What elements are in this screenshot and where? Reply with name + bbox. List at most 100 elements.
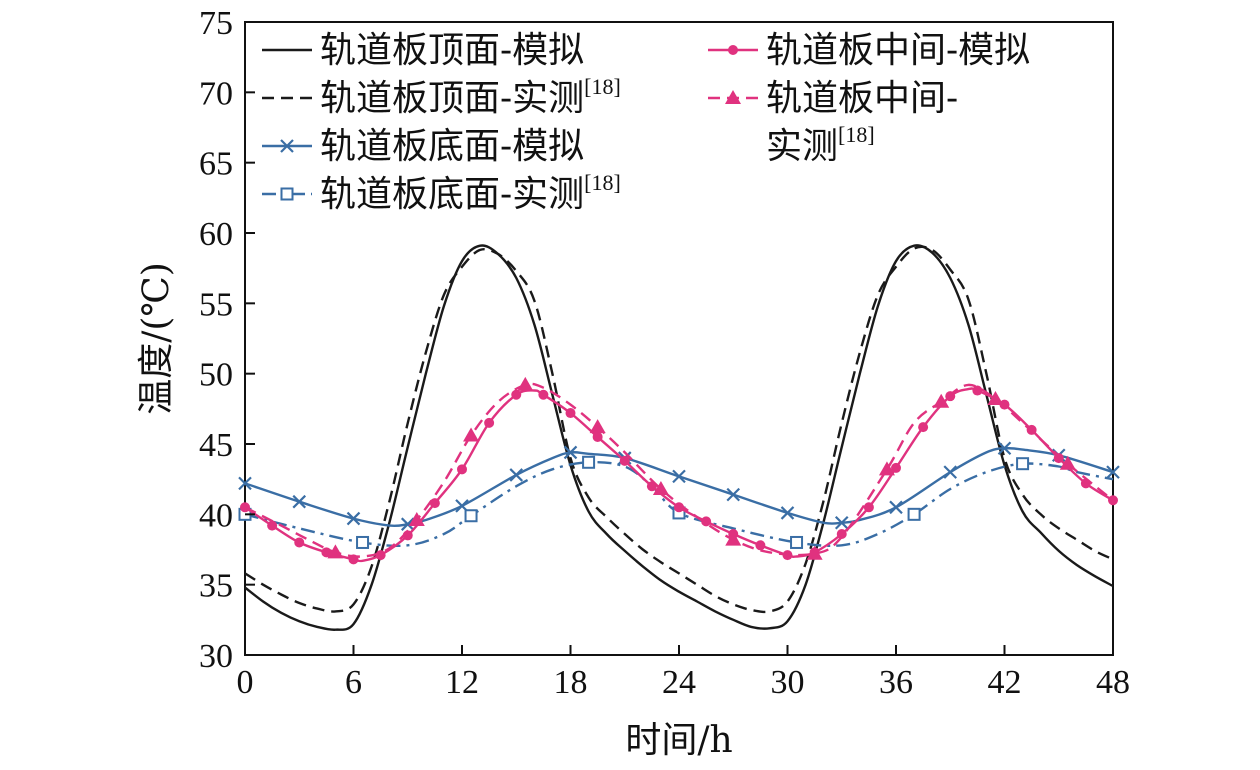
data-point xyxy=(726,487,741,502)
data-point xyxy=(1059,455,1076,470)
data-point xyxy=(701,516,712,527)
y-axis-ticks: 30 35 40 45 50 55 60 65 70 75 xyxy=(199,5,255,675)
series-2 xyxy=(244,245,1114,614)
data-point xyxy=(834,515,849,530)
y-tick-label: 35 xyxy=(199,568,233,605)
data-point xyxy=(725,531,742,546)
data-point xyxy=(790,535,804,549)
data-point xyxy=(889,500,903,515)
legend-entry: 轨道板中间-模拟 xyxy=(708,30,1030,71)
legend-label: 轨道板顶面-模拟 xyxy=(320,30,584,71)
data-point xyxy=(933,393,950,408)
x-tick-label: 36 xyxy=(879,664,913,701)
data-point xyxy=(943,465,958,479)
legend-ref: [18] xyxy=(584,74,621,99)
data-point xyxy=(327,544,344,559)
legend-entry: 轨道板顶面-模拟 xyxy=(262,30,584,71)
y-tick-label: 45 xyxy=(199,427,233,464)
series-line xyxy=(244,245,1114,614)
series-line xyxy=(244,244,1114,631)
legend-label: 轨道板中间- xyxy=(766,78,958,119)
data-point xyxy=(429,498,440,509)
y-tick-label: 65 xyxy=(199,146,233,183)
legend-marker xyxy=(280,187,294,201)
y-tick-label: 50 xyxy=(199,357,233,394)
data-point xyxy=(652,481,669,496)
legend-entry: 轨道板底面-实测[18] xyxy=(262,170,621,215)
y-tick-label: 40 xyxy=(199,497,233,534)
legend-ref: [18] xyxy=(838,122,875,147)
legend-label: 轨道板中间-模拟 xyxy=(766,30,1030,71)
y-tick-label: 30 xyxy=(199,638,233,675)
series-3 xyxy=(238,441,1120,531)
data-point xyxy=(563,445,578,460)
data-point xyxy=(511,389,522,400)
data-point xyxy=(582,455,596,469)
data-point xyxy=(346,511,361,526)
data-point xyxy=(538,389,549,400)
x-tick-label: 0 xyxy=(237,664,254,701)
data-point xyxy=(987,390,1004,405)
series-6 xyxy=(244,376,1114,560)
data-point xyxy=(238,476,252,491)
y-tick-label: 60 xyxy=(199,216,233,253)
legend-label-cont: 实测[18] xyxy=(766,122,875,167)
data-point xyxy=(292,494,307,509)
data-point xyxy=(408,511,425,526)
data-point xyxy=(457,464,467,475)
y-tick-label: 70 xyxy=(199,75,233,112)
data-point xyxy=(755,540,766,551)
data-point xyxy=(997,441,1012,455)
legend-entry: 轨道板底面-模拟 xyxy=(262,126,584,167)
series-4 xyxy=(238,455,1114,549)
legend-marker xyxy=(728,45,738,55)
data-point xyxy=(891,462,901,473)
legend-entry: 轨道板顶面-实测[18] xyxy=(262,74,621,119)
legend-entry: 轨道板中间-实测[18] xyxy=(708,78,958,167)
series-layer xyxy=(238,244,1120,631)
data-point xyxy=(484,417,495,428)
data-point xyxy=(972,385,983,396)
data-point xyxy=(517,376,534,391)
data-point xyxy=(878,461,895,476)
x-tick-label: 12 xyxy=(445,664,479,701)
data-point xyxy=(589,419,606,434)
series-line xyxy=(244,382,1114,558)
legend-ref: [18] xyxy=(584,170,621,195)
data-point xyxy=(400,517,415,531)
x-tick-label: 42 xyxy=(988,664,1022,701)
data-point xyxy=(672,469,686,484)
legend-label: 轨道板底面-实测[18] xyxy=(320,170,621,215)
data-point xyxy=(619,455,630,466)
x-tick-label: 6 xyxy=(345,664,362,701)
legend-label: 轨道板底面-模拟 xyxy=(320,126,584,167)
x-axis-ticks: 0 6 12 18 24 30 36 42 48 xyxy=(237,645,1130,701)
legend-marker xyxy=(725,90,741,104)
data-point xyxy=(836,529,847,540)
x-tick-label: 24 xyxy=(662,664,696,701)
data-point xyxy=(356,535,370,549)
data-point xyxy=(918,422,929,433)
y-axis-title: 温度/(℃) xyxy=(136,262,177,415)
data-point xyxy=(780,506,795,520)
x-tick-label: 30 xyxy=(771,664,805,701)
data-point xyxy=(907,507,921,521)
series-line xyxy=(244,387,1114,563)
x-axis-title: 时间/h xyxy=(625,720,732,761)
series-1 xyxy=(244,244,1114,631)
data-point xyxy=(463,427,480,442)
data-point xyxy=(294,537,305,548)
legend-marker xyxy=(280,139,294,153)
plot-area: 30 35 40 45 50 55 60 65 70 75 0 6 12 18 24 30 36 42 48 xyxy=(199,5,1130,701)
data-point xyxy=(1053,453,1064,464)
y-tick-label: 75 xyxy=(199,5,233,42)
legend-label: 轨道板顶面-实测[18] xyxy=(320,74,621,119)
data-point xyxy=(509,468,524,482)
y-tick-label: 55 xyxy=(199,286,233,323)
data-point xyxy=(592,431,603,442)
data-point xyxy=(806,545,823,560)
data-point xyxy=(464,509,478,523)
data-point xyxy=(565,408,576,419)
